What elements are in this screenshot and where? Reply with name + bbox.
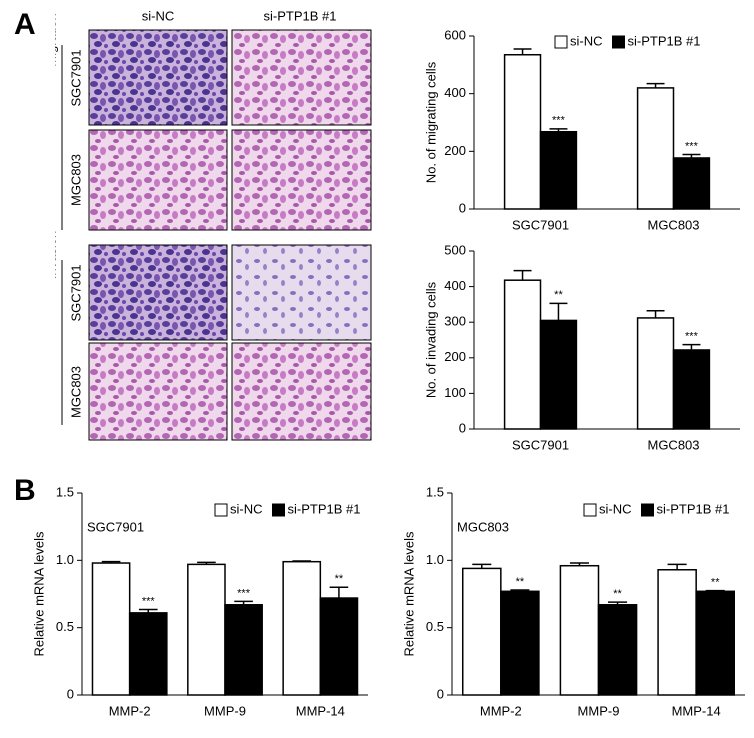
significance: ** bbox=[516, 576, 525, 588]
significance: ** bbox=[613, 588, 622, 600]
legend-swatch bbox=[612, 35, 625, 49]
y-axis-label: Relative mRNA levels bbox=[31, 531, 46, 656]
significance: ** bbox=[554, 289, 563, 301]
y-tick-label: 300 bbox=[444, 314, 466, 329]
y-tick-label: 400 bbox=[444, 85, 466, 100]
y-tick-label: 0.5 bbox=[56, 619, 74, 634]
panel-label: B bbox=[14, 474, 36, 507]
group-label: Migration bbox=[43, 13, 58, 66]
image bbox=[231, 244, 372, 341]
bar bbox=[539, 319, 578, 430]
significance: *** bbox=[685, 331, 699, 343]
x-tick-label: MGC803 bbox=[647, 217, 699, 232]
subtitle: MGC803 bbox=[457, 519, 509, 534]
bar bbox=[503, 53, 542, 210]
x-tick-label: MMP-9 bbox=[204, 703, 246, 718]
y-tick-label: 1.5 bbox=[426, 484, 444, 499]
y-tick-label: 0 bbox=[459, 420, 466, 435]
column-label: si-NC bbox=[142, 8, 175, 23]
bar bbox=[91, 562, 131, 696]
y-tick-label: 200 bbox=[444, 143, 466, 158]
image bbox=[231, 342, 372, 441]
significance: ** bbox=[335, 573, 344, 585]
image bbox=[231, 129, 372, 231]
y-tick-label: 1.0 bbox=[426, 552, 444, 567]
y-axis-label: No. of invading cells bbox=[423, 281, 438, 398]
legend-swatch bbox=[641, 503, 654, 517]
subtitle: SGC7901 bbox=[87, 519, 144, 534]
image bbox=[88, 244, 228, 341]
y-tick-label: 0 bbox=[437, 686, 444, 701]
image bbox=[88, 342, 228, 441]
bar bbox=[636, 87, 675, 210]
row-label: MGC803 bbox=[68, 366, 83, 418]
bar bbox=[282, 560, 322, 696]
image bbox=[231, 29, 372, 126]
legend-label: si-NC bbox=[599, 501, 632, 516]
x-tick-label: MMP-2 bbox=[109, 703, 151, 718]
legend-label: si-PTP1B #1 bbox=[288, 501, 361, 516]
y-tick-label: 0.5 bbox=[426, 619, 444, 634]
y-tick-label: 0 bbox=[459, 200, 466, 215]
micrographs bbox=[88, 29, 372, 441]
bar bbox=[695, 590, 736, 696]
legend-swatch bbox=[272, 503, 285, 517]
column-label: si-PTP1B #1 bbox=[264, 8, 337, 23]
legend-label: si-PTP1B #1 bbox=[628, 33, 701, 48]
significance: *** bbox=[552, 115, 566, 127]
x-tick-label: SGC7901 bbox=[512, 217, 569, 232]
y-tick-label: 600 bbox=[444, 27, 466, 42]
x-tick-label: MMP-2 bbox=[480, 703, 522, 718]
bar bbox=[128, 612, 168, 696]
legend-label: si-PTP1B #1 bbox=[657, 501, 730, 516]
legend-swatch bbox=[554, 35, 568, 49]
y-axis-label: No. of migrating cells bbox=[423, 61, 438, 183]
bar bbox=[503, 279, 542, 430]
bar bbox=[559, 564, 600, 696]
x-tick-label: SGC7901 bbox=[512, 437, 569, 452]
significance: *** bbox=[685, 140, 699, 152]
y-tick-label: 100 bbox=[444, 385, 466, 400]
y-axis-label: Relative mRNA levels bbox=[401, 531, 416, 656]
x-tick-label: MMP-9 bbox=[578, 703, 620, 718]
y-tick-label: 200 bbox=[444, 349, 466, 364]
x-tick-label: MMP-14 bbox=[672, 703, 721, 718]
bar bbox=[187, 563, 226, 696]
bar bbox=[636, 317, 675, 430]
y-tick-label: 1.5 bbox=[56, 484, 74, 499]
legend-swatch bbox=[214, 503, 228, 517]
bar bbox=[672, 349, 711, 430]
row-label: MGC803 bbox=[68, 154, 83, 206]
bar bbox=[319, 597, 359, 696]
y-tick-label: 1.0 bbox=[56, 552, 74, 567]
bar bbox=[500, 590, 540, 696]
legend-label: si-NC bbox=[570, 33, 603, 48]
bar bbox=[657, 569, 697, 696]
y-tick-label: 500 bbox=[444, 242, 466, 257]
row-label: SGC7901 bbox=[68, 264, 83, 321]
significance: ** bbox=[711, 577, 720, 589]
significance: *** bbox=[142, 595, 156, 607]
image bbox=[88, 129, 228, 231]
row-label: SGC7901 bbox=[68, 49, 83, 106]
y-tick-label: 400 bbox=[444, 278, 466, 293]
significance: *** bbox=[237, 587, 251, 599]
legend-swatch bbox=[583, 503, 597, 517]
image bbox=[88, 29, 228, 126]
bar bbox=[539, 130, 578, 210]
bar bbox=[597, 604, 638, 696]
y-tick-label: 0 bbox=[67, 686, 74, 701]
x-tick-label: MMP-14 bbox=[296, 703, 345, 718]
bar bbox=[224, 604, 263, 696]
legend-label: si-NC bbox=[230, 501, 263, 516]
panel-label: A bbox=[14, 8, 36, 41]
x-tick-label: MGC803 bbox=[647, 437, 699, 452]
bar bbox=[672, 157, 711, 210]
bar bbox=[461, 567, 502, 696]
group-label: Invasion bbox=[43, 231, 58, 279]
